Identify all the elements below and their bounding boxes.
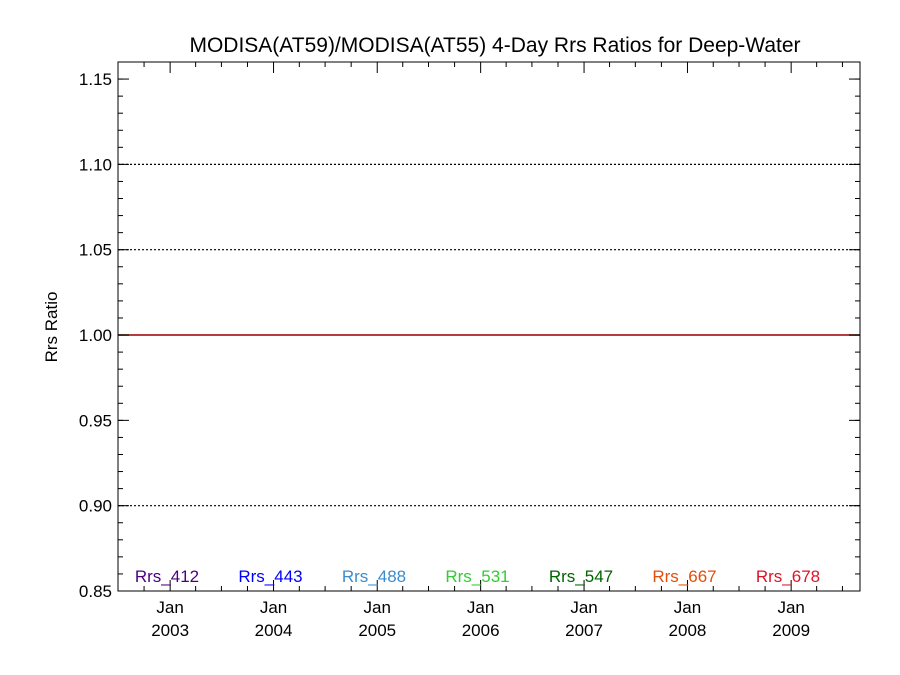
legend-label-rrs_531: Rrs_531 bbox=[445, 567, 509, 586]
x-tick-label-year: 2005 bbox=[358, 621, 396, 640]
y-tick-label: 0.90 bbox=[79, 497, 112, 516]
y-tick-label: 0.85 bbox=[79, 582, 112, 601]
x-tick-label-month: Jan bbox=[364, 598, 391, 617]
x-tick-label-year: 2006 bbox=[462, 621, 500, 640]
legend-label-rrs_412: Rrs_412 bbox=[135, 567, 199, 586]
y-tick-label: 1.15 bbox=[79, 70, 112, 89]
chart-title: MODISA(AT59)/MODISA(AT55) 4-Day Rrs Rati… bbox=[189, 34, 800, 57]
y-tick-label: 1.05 bbox=[79, 241, 112, 260]
x-tick-label-month: Jan bbox=[570, 598, 597, 617]
x-tick-label-year: 2004 bbox=[255, 621, 293, 640]
x-tick-label-month: Jan bbox=[260, 598, 287, 617]
x-tick-label-year: 2009 bbox=[772, 621, 810, 640]
y-tick-label: 0.95 bbox=[79, 411, 112, 430]
legend-label-rrs_667: Rrs_667 bbox=[652, 567, 716, 586]
legend-label-rrs_547: Rrs_547 bbox=[549, 567, 613, 586]
plot-frame bbox=[117, 61, 861, 592]
y-tick-label: 1.00 bbox=[79, 326, 112, 345]
x-tick-label-year: 2007 bbox=[565, 621, 603, 640]
y-axis-label: Rrs Ratio bbox=[42, 292, 61, 363]
legend-label-rrs_443: Rrs_443 bbox=[238, 567, 302, 586]
x-tick-label-month: Jan bbox=[156, 598, 183, 617]
x-tick-label-year: 2003 bbox=[151, 621, 189, 640]
ticks-layer: 0.85 0.90 0.95 1.00 1.05 1.10 1.15 Jan 2003 Jan 20… bbox=[79, 61, 860, 640]
y-tick-label: 1.10 bbox=[79, 155, 112, 174]
legend-label-rrs_488: Rrs_488 bbox=[342, 567, 406, 586]
x-tick-label-month: Jan bbox=[674, 598, 701, 617]
x-tick-label-month: Jan bbox=[777, 598, 804, 617]
legend-label-rrs_678: Rrs_678 bbox=[756, 567, 820, 586]
legend-layer: Rrs_412 Rrs_443 Rrs_488 Rrs_531 Rrs_547 Rrs_6… bbox=[135, 567, 820, 586]
x-tick-label-year: 2008 bbox=[669, 621, 707, 640]
x-tick-label-month: Jan bbox=[467, 598, 494, 617]
